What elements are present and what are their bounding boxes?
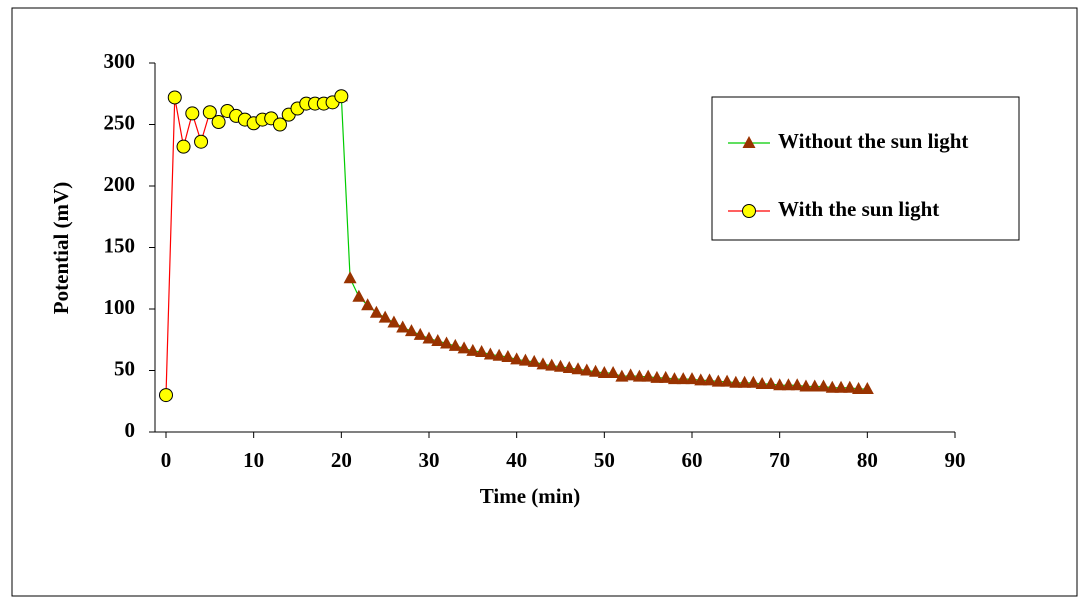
x-tick-label: 20 bbox=[331, 448, 352, 472]
y-tick-label: 200 bbox=[104, 172, 136, 196]
data-point bbox=[378, 310, 392, 323]
x-tick-label: 30 bbox=[419, 448, 440, 472]
y-tick-label: 300 bbox=[104, 49, 136, 73]
legend-box bbox=[711, 96, 1020, 241]
data-point bbox=[738, 375, 752, 388]
data-point bbox=[527, 354, 541, 367]
x-tick-label: 0 bbox=[161, 448, 172, 472]
data-point bbox=[764, 377, 778, 390]
data-point bbox=[817, 379, 830, 392]
y-axis-title: Potential (mV) bbox=[49, 182, 73, 314]
data-point bbox=[852, 381, 866, 394]
y-tick-label: 50 bbox=[114, 356, 135, 380]
x-tick-label: 80 bbox=[857, 448, 878, 472]
data-point bbox=[334, 89, 349, 104]
x-axis-title: Time (min) bbox=[480, 484, 581, 508]
data-point bbox=[562, 361, 576, 374]
data-point bbox=[475, 345, 489, 358]
data-point bbox=[685, 372, 699, 385]
legend-marker bbox=[742, 136, 756, 148]
y-tick-label: 150 bbox=[104, 233, 136, 257]
data-point bbox=[185, 106, 200, 121]
data-point bbox=[431, 333, 445, 346]
data-point bbox=[545, 358, 559, 371]
data-point bbox=[440, 336, 454, 349]
data-point bbox=[790, 378, 804, 391]
data-point bbox=[536, 357, 550, 370]
data-point bbox=[369, 305, 383, 318]
data-point bbox=[860, 381, 874, 394]
data-point bbox=[703, 373, 717, 386]
data-point bbox=[597, 365, 611, 378]
data-point bbox=[554, 359, 567, 372]
data-point bbox=[589, 364, 603, 377]
legend-label: Without the sun light bbox=[778, 129, 968, 153]
data-point bbox=[176, 139, 191, 154]
data-point bbox=[361, 298, 375, 311]
data-point bbox=[606, 365, 620, 378]
data-point bbox=[711, 374, 725, 387]
data-point bbox=[492, 348, 506, 361]
y-tick-label: 250 bbox=[104, 110, 136, 134]
data-point bbox=[650, 370, 664, 383]
x-tick-label: 70 bbox=[769, 448, 790, 472]
data-point bbox=[755, 377, 769, 390]
data-point bbox=[799, 379, 813, 392]
data-point bbox=[659, 370, 673, 383]
data-point bbox=[167, 90, 182, 105]
data-point bbox=[272, 117, 287, 132]
data-point bbox=[571, 362, 585, 375]
data-point bbox=[641, 369, 655, 382]
legend-label: With the sun light bbox=[778, 197, 939, 221]
data-point bbox=[413, 327, 427, 340]
data-point bbox=[676, 372, 690, 385]
data-point bbox=[466, 343, 480, 356]
x-tick-label: 90 bbox=[945, 448, 966, 472]
data-point bbox=[808, 379, 822, 392]
data-point bbox=[729, 375, 743, 388]
data-point bbox=[448, 338, 462, 351]
data-point bbox=[694, 373, 708, 386]
data-point bbox=[457, 341, 471, 354]
data-point bbox=[352, 289, 366, 302]
data-point bbox=[510, 352, 524, 365]
data-point bbox=[624, 368, 638, 381]
data-point bbox=[825, 380, 839, 393]
data-point bbox=[632, 369, 646, 382]
data-point bbox=[773, 378, 787, 391]
data-point bbox=[720, 374, 734, 387]
x-tick-label: 50 bbox=[594, 448, 615, 472]
data-point bbox=[387, 315, 401, 328]
data-point bbox=[422, 331, 436, 344]
data-point bbox=[501, 349, 515, 362]
legend-marker bbox=[742, 204, 756, 218]
data-point bbox=[834, 380, 848, 393]
x-tick-label: 60 bbox=[682, 448, 703, 472]
x-tick-label: 10 bbox=[243, 448, 264, 472]
data-point bbox=[404, 324, 418, 337]
data-point bbox=[396, 320, 410, 333]
data-point bbox=[159, 388, 173, 403]
y-tick-label: 0 bbox=[125, 418, 136, 442]
x-tick-label: 40 bbox=[506, 448, 527, 472]
data-point bbox=[194, 134, 209, 149]
y-tick-label: 100 bbox=[104, 295, 136, 319]
data-point bbox=[483, 347, 497, 360]
data-point bbox=[843, 380, 857, 393]
data-point bbox=[746, 375, 760, 388]
data-point bbox=[781, 378, 795, 391]
data-point bbox=[518, 353, 532, 366]
data-point bbox=[667, 372, 681, 385]
data-point bbox=[202, 105, 217, 120]
data-point bbox=[211, 115, 226, 130]
data-point bbox=[580, 363, 594, 376]
data-point bbox=[343, 271, 357, 284]
